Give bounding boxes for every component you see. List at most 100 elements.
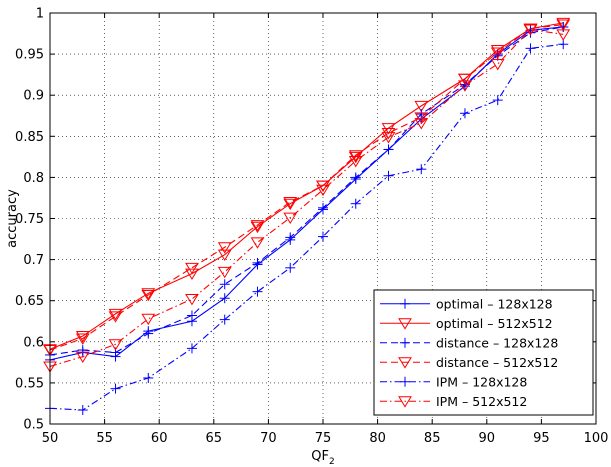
data-point-s1-15 (556, 17, 571, 30)
data-point-s3-7 (283, 197, 298, 209)
series-4 (45, 39, 569, 416)
data-point-s5-3 (141, 313, 156, 326)
data-point-s0-5 (219, 293, 230, 304)
data-point-s1-9 (348, 151, 363, 164)
data-point-s1-6 (250, 221, 265, 234)
data-point-s5-12 (458, 80, 472, 92)
data-point-s4-3 (143, 372, 154, 383)
y-tick-label: 0.95 (15, 48, 44, 63)
legend-box (373, 289, 594, 416)
x-tick-label: 80 (369, 431, 386, 446)
data-point-s5-9 (348, 155, 363, 168)
y-tick-label: 0.55 (15, 376, 44, 391)
data-point-s4-13 (492, 95, 503, 106)
x-axis-label-subscript: 2 (329, 457, 335, 467)
x-tick-labels: 50 55 60 65 70 75 80 85 90 95 100 (42, 431, 609, 446)
data-series (43, 17, 571, 416)
legend-marker-3 (398, 357, 412, 369)
x-tick-label: 90 (479, 431, 496, 446)
data-point-s3-4 (185, 262, 199, 275)
data-point-s4-9 (350, 198, 361, 209)
data-point-s5-11 (414, 118, 429, 130)
data-point-s5-13 (490, 58, 505, 71)
series-3 (43, 19, 571, 357)
legend-marker-2 (400, 337, 410, 348)
x-tick-label: 65 (206, 431, 223, 446)
y-tick-label: 1 (36, 7, 44, 22)
data-point-s5-6 (250, 237, 265, 249)
data-point-s4-11 (416, 164, 427, 175)
x-tick-label: 95 (533, 431, 550, 446)
legend: optimal – 128x128 optimal – 512x512 distan… (373, 289, 594, 416)
legend-label-2: distance – 128x128 (436, 335, 558, 350)
data-point-s5-4 (185, 294, 199, 306)
series-line-3 (49, 23, 564, 351)
data-point-s2-9 (350, 172, 361, 183)
data-point-s2-14 (525, 27, 536, 38)
legend-marker-5 (398, 396, 412, 408)
y-tick-label: 0.5 (23, 418, 44, 433)
legend-marker-1 (398, 318, 412, 330)
legend-label-5: IPM – 512x512 (436, 394, 527, 409)
data-point-s3-15 (556, 19, 571, 31)
data-point-s5-7 (283, 212, 298, 225)
x-tick-label: 75 (315, 431, 332, 446)
data-point-s4-1 (77, 405, 88, 416)
data-point-s1-4 (185, 268, 199, 280)
y-tick-label: 0.9 (23, 89, 44, 104)
data-point-s4-10 (383, 170, 394, 181)
data-point-s4-4 (186, 343, 197, 354)
data-point-s4-14 (525, 43, 536, 54)
legend-marker-0 (400, 298, 410, 309)
data-point-s4-7 (285, 262, 296, 273)
data-point-s2-6 (252, 257, 263, 268)
data-point-s4-6 (252, 286, 263, 297)
data-point-s4-12 (459, 108, 470, 119)
data-point-s1-5 (217, 249, 232, 262)
data-point-s3-1 (75, 333, 90, 345)
series-line-1 (49, 22, 564, 350)
x-tick-label: 55 (96, 431, 113, 446)
data-point-s4-5 (219, 314, 230, 325)
data-point-s2-7 (285, 232, 296, 243)
y-tick-label: 0.8 (23, 171, 44, 186)
x-tick-label: 50 (42, 431, 59, 446)
data-point-s3-5 (217, 242, 232, 254)
data-point-s3-2 (108, 311, 123, 323)
legend-marker-4 (400, 376, 410, 387)
data-point-s5-10 (381, 132, 396, 144)
data-point-s3-3 (141, 289, 156, 302)
y-tick-labels: 0.5 0.55 0.6 0.65 0.7 0.75 0.8 0.85 0.9 0.95 1 (15, 7, 44, 433)
series-line-2 (49, 26, 564, 356)
data-point-s1-3 (141, 288, 156, 300)
data-point-s2-8 (318, 202, 328, 213)
data-point-s3-10 (381, 128, 396, 140)
data-point-s5-15 (556, 29, 571, 41)
y-tick-label: 0.85 (15, 130, 44, 145)
y-tick-label: 0.65 (15, 294, 44, 309)
legend-label-0: optimal – 128x128 (436, 296, 553, 311)
y-tick-label: 0.7 (23, 253, 44, 268)
data-point-s2-4 (186, 310, 197, 321)
grid-lines (50, 13, 596, 424)
series-5 (43, 24, 571, 373)
data-point-s2-5 (219, 279, 230, 290)
legend-label-4: IPM – 128x128 (436, 374, 527, 389)
data-point-s5-1 (75, 351, 90, 363)
series-line-5 (49, 28, 564, 367)
data-point-s2-10 (383, 144, 394, 155)
data-point-s2-3 (143, 328, 154, 339)
data-point-s3-6 (250, 220, 265, 232)
data-point-s1-11 (414, 100, 429, 113)
y-axis-label: accuracy (5, 189, 20, 248)
data-point-s3-12 (458, 73, 472, 86)
data-point-s5-2 (108, 339, 123, 351)
data-point-s2-1 (77, 345, 88, 356)
x-tick-label: 85 (424, 431, 441, 446)
legend-label-3: distance – 512x512 (436, 355, 558, 370)
data-point-s3-8 (316, 180, 330, 192)
data-point-s5-8 (316, 184, 330, 197)
data-point-s3-13 (490, 47, 505, 59)
data-point-s3-11 (414, 112, 429, 124)
